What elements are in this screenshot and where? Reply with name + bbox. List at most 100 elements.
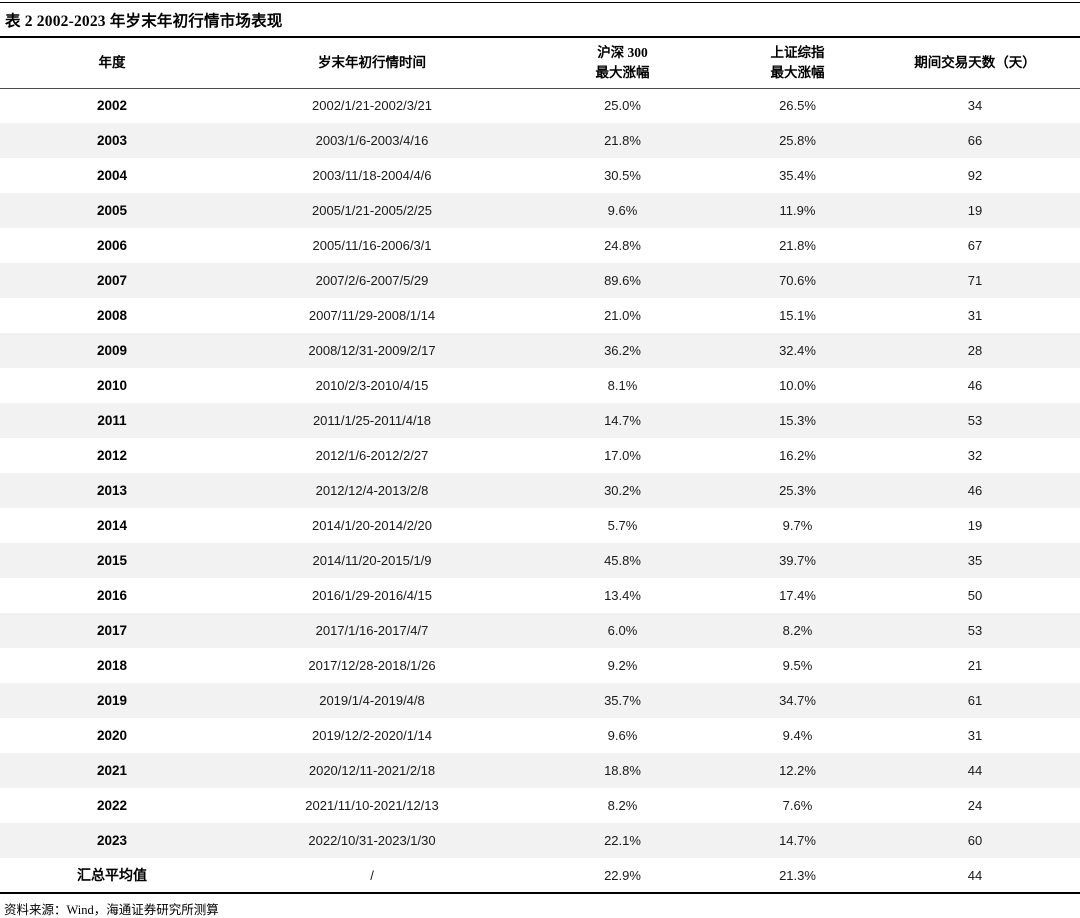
cell-szzz-gain: 14.7% bbox=[779, 833, 816, 848]
col-header-period: 岁末年初行情时间 bbox=[224, 38, 520, 88]
col-header-trading-days-label: 期间交易天数（天） bbox=[914, 54, 1036, 70]
cell-hs300-gain: 8.1% bbox=[607, 378, 638, 393]
cell-szzz-gain: 21.3% bbox=[779, 867, 816, 883]
table-row: 2015 2014/11/20-2015/1/9 45.8% 39.7% 35 bbox=[0, 543, 1080, 578]
cell-hs300-gain: 22.1% bbox=[604, 833, 641, 848]
cell-szzz-gain: 25.8% bbox=[779, 133, 816, 148]
table-body: 2002 2002/1/21-2002/3/21 25.0% 26.5% 34 2003 2… bbox=[0, 88, 1080, 893]
table-title: 表 2 2002-2023 年岁末年初行情市场表现 bbox=[0, 2, 1080, 38]
cell-hs300-gain: 21.0% bbox=[604, 308, 641, 323]
cell-period: / bbox=[370, 867, 374, 883]
cell-trading-days: 71 bbox=[967, 273, 983, 288]
cell-szzz-gain: 32.4% bbox=[779, 343, 816, 358]
cell-szzz-gain: 12.2% bbox=[779, 763, 816, 778]
cell-trading-days: 44 bbox=[967, 867, 983, 883]
cell-period: 2002/1/21-2002/3/21 bbox=[312, 98, 432, 114]
cell-period: 2017/1/16-2017/4/7 bbox=[315, 623, 429, 638]
cell-hs300-gain: 17.0% bbox=[604, 448, 641, 463]
cell-year: 2016 bbox=[96, 588, 128, 603]
cell-year: 2013 bbox=[96, 483, 128, 498]
cell-year: 2020 bbox=[96, 728, 128, 743]
cell-hs300-gain: 18.8% bbox=[604, 763, 641, 778]
cell-period: 2016/1/29-2016/4/15 bbox=[312, 588, 432, 603]
summary-row: 汇总平均值 / 22.9% 21.3% 44 bbox=[0, 858, 1080, 893]
cell-hs300-gain: 22.9% bbox=[604, 867, 641, 883]
cell-szzz-gain: 15.3% bbox=[779, 413, 816, 428]
col-header-hs300-gain: 沪深 300 最大涨幅 bbox=[520, 38, 725, 88]
cell-year: 2003 bbox=[96, 133, 128, 148]
cell-trading-days: 32 bbox=[967, 448, 983, 463]
cell-trading-days: 24 bbox=[967, 798, 983, 813]
cell-period: 2012/1/6-2012/2/27 bbox=[315, 448, 429, 463]
table-row: 2002 2002/1/21-2002/3/21 25.0% 26.5% 34 bbox=[0, 88, 1080, 123]
cell-year: 2004 bbox=[96, 168, 128, 183]
cell-period: 2007/2/6-2007/5/29 bbox=[315, 273, 429, 288]
cell-year: 2015 bbox=[96, 553, 128, 568]
cell-szzz-gain: 17.4% bbox=[779, 588, 816, 603]
header-row: 年度 岁末年初行情时间 沪深 300 最大涨幅 上证综指 最大涨幅 期间交易天数… bbox=[0, 38, 1080, 88]
cell-szzz-gain: 11.9% bbox=[779, 203, 816, 218]
cell-year: 2023 bbox=[96, 833, 128, 848]
cell-szzz-gain: 70.6% bbox=[779, 273, 816, 288]
cell-trading-days: 21 bbox=[967, 658, 983, 673]
cell-trading-days: 50 bbox=[967, 588, 983, 603]
table-row: 2019 2019/1/4-2019/4/8 35.7% 34.7% 61 bbox=[0, 683, 1080, 718]
cell-year: 2017 bbox=[96, 623, 128, 638]
cell-hs300-gain: 8.2% bbox=[607, 798, 638, 813]
cell-hs300-gain: 5.7% bbox=[607, 518, 638, 533]
cell-period: 2005/1/21-2005/2/25 bbox=[312, 203, 432, 218]
col-header-szzz-gain: 上证综指 最大涨幅 bbox=[725, 38, 870, 88]
col-header-szzz-line2: 最大涨幅 bbox=[770, 64, 825, 80]
cell-trading-days: 60 bbox=[967, 833, 983, 848]
cell-year: 2012 bbox=[96, 448, 128, 463]
cell-year: 2006 bbox=[96, 238, 128, 253]
cell-szzz-gain: 26.5% bbox=[779, 98, 816, 114]
cell-trading-days: 19 bbox=[967, 203, 983, 218]
table-row: 2020 2019/12/2-2020/1/14 9.6% 9.4% 31 bbox=[0, 718, 1080, 753]
cell-szzz-gain: 8.2% bbox=[782, 623, 813, 638]
cell-period: 2008/12/31-2009/2/17 bbox=[308, 343, 436, 358]
cell-szzz-gain: 35.4% bbox=[779, 168, 816, 183]
cell-year: 2021 bbox=[96, 763, 128, 778]
cell-period: 2021/11/10-2021/12/13 bbox=[305, 798, 439, 813]
cell-period: 2011/1/25-2011/4/18 bbox=[312, 413, 432, 428]
cell-period: 2020/12/11-2021/2/18 bbox=[308, 763, 436, 778]
col-header-year-label: 年度 bbox=[98, 54, 126, 70]
table-row: 2014 2014/1/20-2014/2/20 5.7% 9.7% 19 bbox=[0, 508, 1080, 543]
cell-szzz-gain: 16.2% bbox=[779, 448, 816, 463]
cell-period: 2014/11/20-2015/1/9 bbox=[312, 553, 432, 568]
cell-period: 2019/12/2-2020/1/14 bbox=[312, 728, 432, 743]
cell-hs300-gain: 9.2% bbox=[607, 658, 638, 673]
table-row: 2021 2020/12/11-2021/2/18 18.8% 12.2% 44 bbox=[0, 753, 1080, 788]
cell-year: 2022 bbox=[96, 798, 128, 813]
cell-trading-days: 67 bbox=[967, 238, 983, 253]
cell-year: 2009 bbox=[96, 343, 128, 358]
cell-trading-days: 61 bbox=[967, 693, 983, 708]
cell-period: 2019/1/4-2019/4/8 bbox=[319, 693, 425, 708]
col-header-period-label: 岁末年初行情时间 bbox=[318, 54, 426, 70]
table-row: 2003 2003/1/6-2003/4/16 21.8% 25.8% 66 bbox=[0, 123, 1080, 158]
cell-szzz-gain: 9.4% bbox=[782, 728, 813, 743]
cell-szzz-gain: 9.5% bbox=[782, 658, 813, 673]
cell-hs300-gain: 14.7% bbox=[604, 413, 641, 428]
cell-trading-days: 34 bbox=[967, 98, 983, 114]
cell-trading-days: 92 bbox=[967, 168, 983, 183]
cell-trading-days: 31 bbox=[967, 728, 983, 743]
cell-year: 2018 bbox=[96, 658, 128, 673]
data-source-note: 资料来源：Wind，海通证券研究所测算 bbox=[4, 903, 219, 917]
cell-szzz-gain: 7.6% bbox=[782, 798, 813, 813]
cell-szzz-gain: 34.7% bbox=[779, 693, 816, 708]
table-row: 2022 2021/11/10-2021/12/13 8.2% 7.6% 24 bbox=[0, 788, 1080, 823]
cell-hs300-gain: 30.5% bbox=[604, 168, 641, 183]
table-row: 2005 2005/1/21-2005/2/25 9.6% 11.9% 19 bbox=[0, 193, 1080, 228]
cell-trading-days: 28 bbox=[967, 343, 983, 358]
cell-hs300-gain: 6.0% bbox=[607, 623, 638, 638]
cell-trading-days: 31 bbox=[967, 308, 983, 323]
cell-period: 2003/11/18-2004/4/6 bbox=[312, 168, 432, 183]
cell-period: 2017/12/28-2018/1/26 bbox=[308, 658, 436, 673]
table-row: 2008 2007/11/29-2008/1/14 21.0% 15.1% 31 bbox=[0, 298, 1080, 333]
market-performance-table: 年度 岁末年初行情时间 沪深 300 最大涨幅 上证综指 最大涨幅 期间交易天数… bbox=[0, 38, 1080, 894]
cell-szzz-gain: 9.7% bbox=[782, 518, 813, 533]
cell-hs300-gain: 30.2% bbox=[604, 483, 641, 498]
